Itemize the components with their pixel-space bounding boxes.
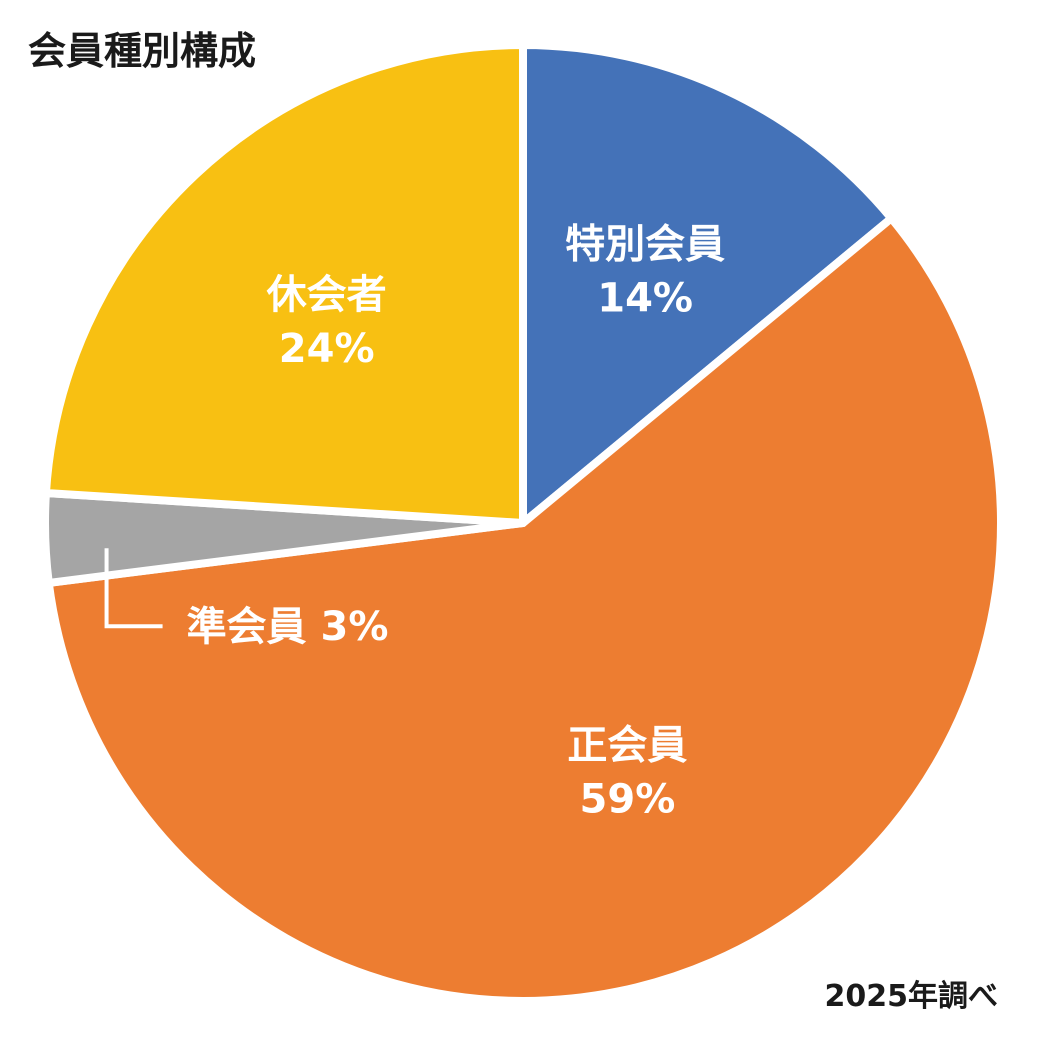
slice-3-leader-line: [104, 548, 163, 629]
slice-1-value-label: 14%: [597, 275, 693, 321]
slice-3-label: 準会員 3%: [187, 604, 389, 650]
slice-2-wedge: [44, 214, 1005, 1005]
slice-1-name-label: 特別会員: [565, 221, 725, 267]
slice-3-value-label: 3%: [321, 604, 389, 650]
slice-labels: 特別会員 14% 正会員 59% 準会員 3% 休会者 24%: [104, 221, 725, 822]
slice-1-wedge: [519, 41, 896, 527]
chart-title: 会員種別構成: [28, 29, 256, 73]
slice-4-name-label: 休会者: [266, 272, 387, 318]
pie-slices: [41, 41, 1005, 1005]
slice-2-name-label: 正会員: [567, 722, 687, 768]
source-note: 2025年調べ: [825, 979, 999, 1014]
slice-4-value-label: 24%: [279, 326, 375, 372]
slice-3-name-label: 準会員: [187, 604, 321, 650]
slice-4-wedge: [41, 41, 527, 527]
slice-2-value-label: 59%: [580, 776, 676, 822]
